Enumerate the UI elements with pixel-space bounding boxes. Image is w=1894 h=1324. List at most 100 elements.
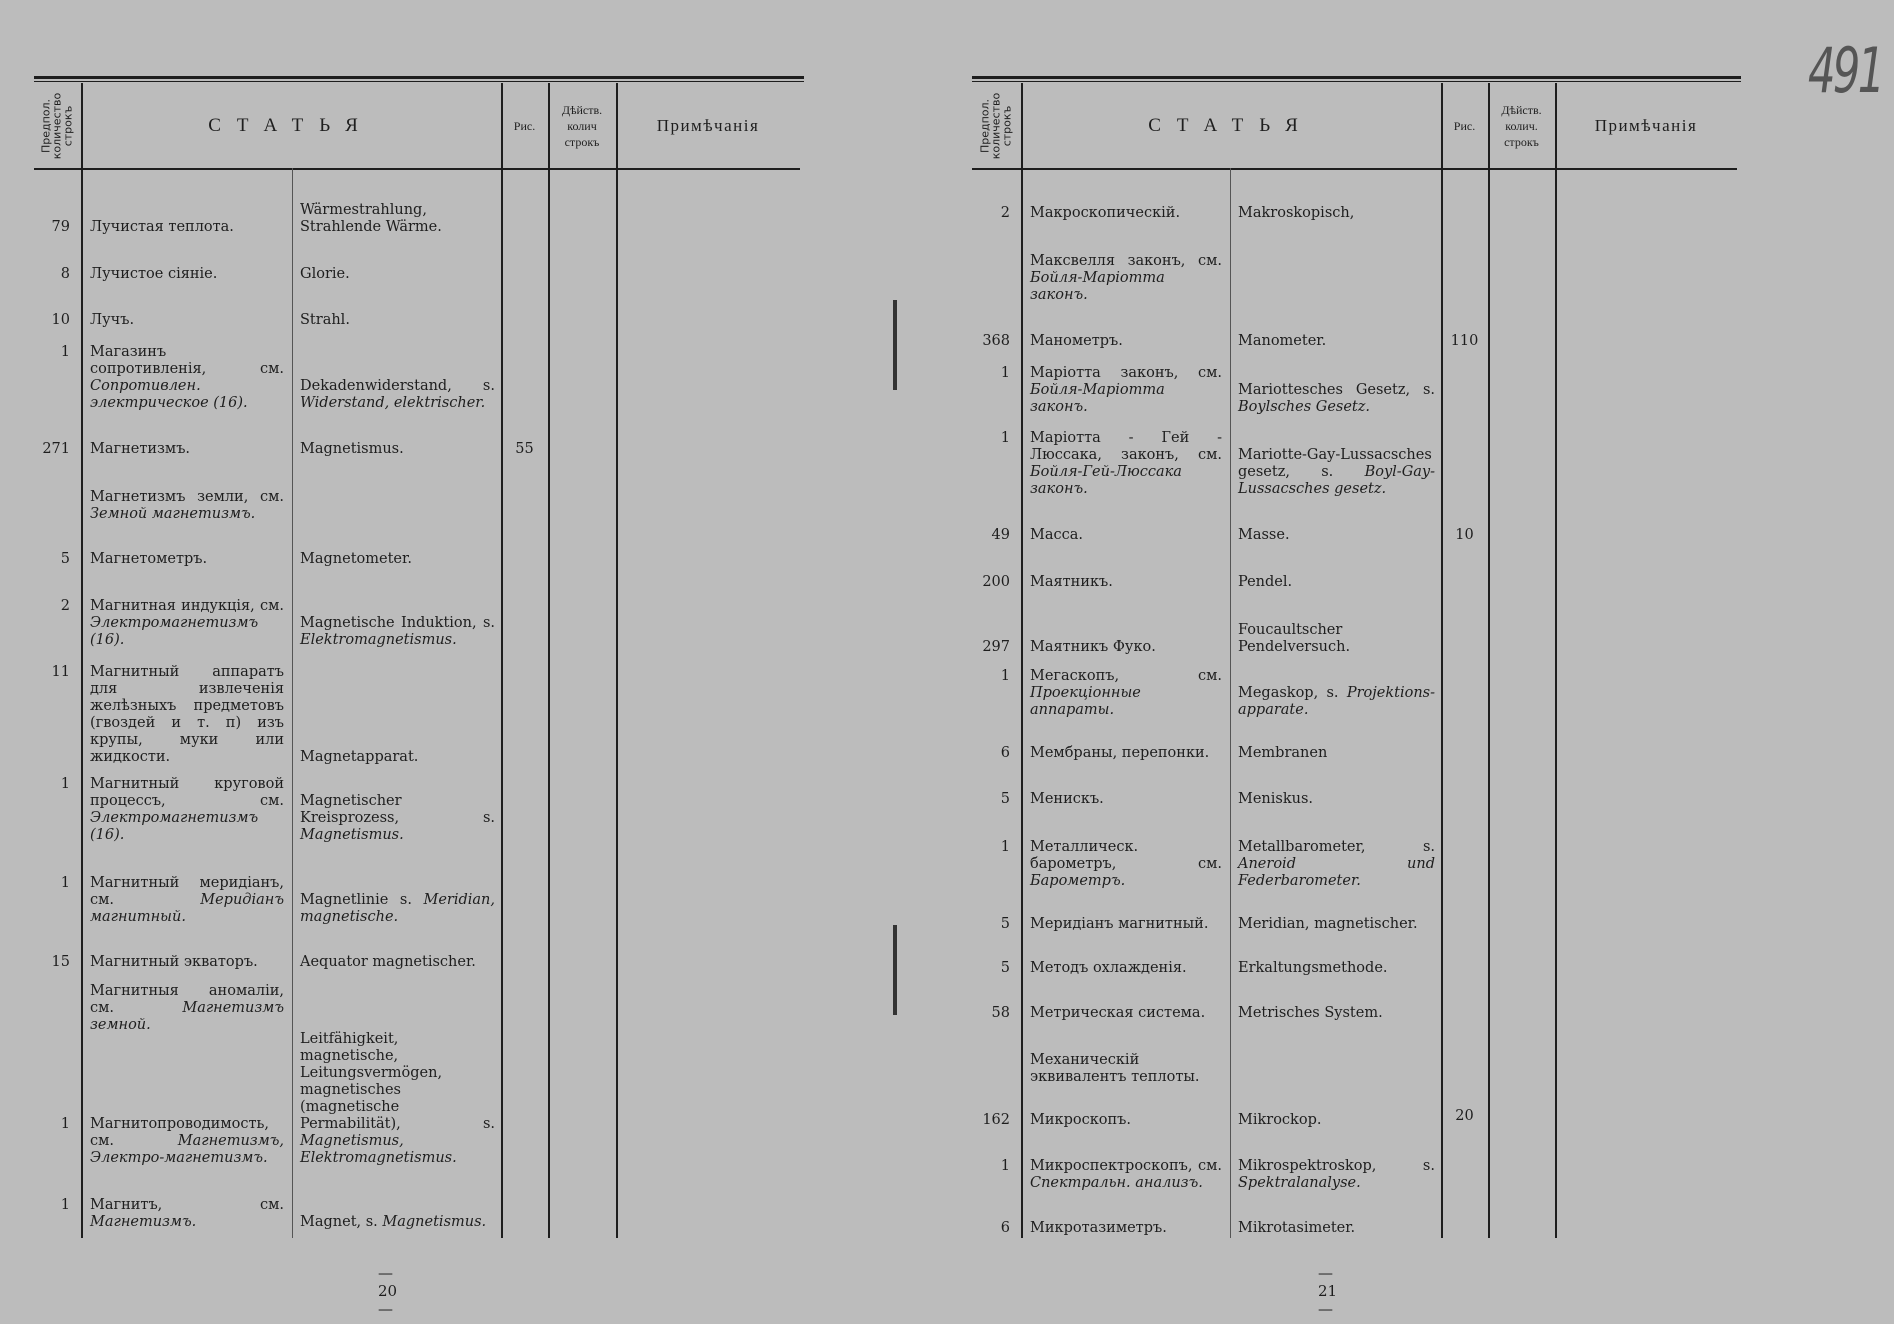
header-actual-count-column: Дѣйств. колич строкъ xyxy=(548,83,616,168)
table-row: 368 Манометръ. Manometer. 110 xyxy=(972,333,1488,350)
article-german-text: Makroskopisch, xyxy=(1238,205,1355,221)
article-german-text: Magnet, s. xyxy=(300,1214,378,1230)
header-figure-column: Рис. xyxy=(1453,118,1476,133)
article-russian-text: Магнитный аппаратъ для извлеченія желѣзн… xyxy=(90,664,284,765)
article-russian-text: Макроскопическій. xyxy=(1030,205,1181,221)
article-russian: Масса. xyxy=(1021,527,1230,544)
table-row: 79 Лучистая теплота. Wärmestrahlung, Strah… xyxy=(34,202,548,236)
entry-count-and-article: 6 Микротазиметръ. xyxy=(972,1220,1230,1237)
header-top-rule-thin xyxy=(34,81,804,82)
article-russian-text: Методъ охлажденія. xyxy=(1030,960,1187,976)
entry-count: 1 xyxy=(60,875,70,891)
article-russian: Микроскопъ. xyxy=(1021,1112,1230,1129)
article-russian: Магнитъ, см. Магнетизмъ. xyxy=(81,1197,292,1231)
article-german: Foucaultscher Pendelversuch. xyxy=(1230,622,1441,656)
article-russian-text: Масса. xyxy=(1030,527,1083,543)
entry-count-and-article: Магнитныя аномаліи, см. Магнетизмъ земно… xyxy=(34,983,292,1034)
header-article-column: СТАТЬЯ xyxy=(1148,114,1314,136)
article-german-text: Megaskop, s. xyxy=(1238,685,1339,701)
article-german-text: Magnetlinie s. xyxy=(300,892,412,908)
article-russian: Маріотта - Гей - Люссака, законъ, см. Бо… xyxy=(1021,430,1230,498)
article-german: Meridian, magnetischer. xyxy=(1230,916,1441,933)
header-count-column: Предпол. количество строкъ xyxy=(39,92,75,159)
article-russian-text: Механическій эквивалентъ теплоты. xyxy=(1030,1052,1200,1085)
article-russian-text: Магнитный меридіанъ, см. xyxy=(90,875,284,908)
table-row: Магнитныя аномаліи, см. Магнетизмъ земно… xyxy=(34,983,548,1034)
figure-count: 20 xyxy=(1455,1108,1474,1124)
entry-count: 49 xyxy=(991,527,1010,543)
table-row: 11 Магнитный аппаратъ для извлеченія желѣ… xyxy=(34,664,548,766)
article-german-reference: Meridian, magnetische. xyxy=(300,892,496,925)
article-russian: Магнитныя аномаліи, см. Магнетизмъ земно… xyxy=(81,983,292,1034)
table-row: 10 Лучъ. Strahl. xyxy=(34,312,548,329)
article-russian: Максвелля законъ, см. Бойля-Маріотта зак… xyxy=(1021,253,1230,304)
table-row: 2 Макроскопическій. Makroskopisch, xyxy=(972,205,1488,222)
article-german: Manometer. xyxy=(1230,333,1441,350)
article-german-text: Wärmestrahlung, Strahlende Wärme. xyxy=(300,202,442,235)
entry-count: 6 xyxy=(1000,745,1010,761)
article-german: Membranen xyxy=(1230,745,1441,762)
entry-count-and-article: 2 Магнитная индукція, см. Электромагнетиз… xyxy=(34,598,292,649)
table-row: 6 Мембраны, перепонки. Membranen xyxy=(972,745,1488,762)
article-russian-text: Мембраны, перепонки. xyxy=(1030,745,1210,761)
article-russian-reference: Бойля-Гей-Люссака законъ. xyxy=(1030,464,1182,497)
article-russian: Магнетизмъ. xyxy=(81,441,292,458)
entry-count: 1 xyxy=(60,344,70,360)
article-german-text: Metrisches System. xyxy=(1238,1005,1383,1021)
article-russian-text: Магазинъ сопротивленія, см. xyxy=(90,344,284,377)
article-german-reference: Projektions-apparate. xyxy=(1238,685,1435,718)
article-german: Pendel. xyxy=(1230,574,1441,591)
article-german-text: Masse. xyxy=(1238,527,1290,543)
article-german-reference: Boylsches Gesetz. xyxy=(1238,399,1371,415)
article-russian-text: Магнитный круговой процессъ, см. xyxy=(90,776,284,809)
header-article-column: СТАТЬЯ xyxy=(208,114,374,136)
article-russian: Лучистая теплота. xyxy=(81,219,292,236)
article-russian-reference: Электромагнетизмъ (16). xyxy=(90,810,259,843)
article-german-text: Magnetometer. xyxy=(300,551,412,567)
entry-count: 1 xyxy=(1000,839,1010,855)
table-row: 5 Менискъ. Meniskus. xyxy=(972,791,1488,808)
article-russian: Металлическ. барометръ, см. Барометръ. xyxy=(1021,839,1230,890)
article-russian-reference: Земной магнетизмъ. xyxy=(90,506,256,522)
article-german-text: Glorie. xyxy=(300,266,350,282)
table-row: 1 Металлическ. барометръ, см. Барометръ. M… xyxy=(972,839,1488,890)
article-russian-text: Меридіанъ магнитный. xyxy=(1030,916,1209,932)
header-actual-count-line: колич. xyxy=(1505,118,1538,133)
article-russian: Мембраны, перепонки. xyxy=(1021,745,1230,762)
article-german: Magnetischer Kreisprozess, s. Magnetismu… xyxy=(292,793,501,844)
header-actual-count-line: Дѣйств. xyxy=(1501,102,1542,117)
article-german-reference: Spektralanalyse. xyxy=(1238,1175,1361,1191)
entry-count: 8 xyxy=(60,266,70,282)
entry-count: 58 xyxy=(991,1005,1010,1021)
entry-count: 15 xyxy=(51,954,70,970)
table-row: Максвелля законъ, см. Бойля-Маріотта зак… xyxy=(972,253,1488,304)
article-russian-reference: Бойля-Маріотта законъ. xyxy=(1030,382,1165,415)
entry-count: 2 xyxy=(1000,205,1010,221)
entry-count: 6 xyxy=(1000,1220,1010,1236)
handwritten-folio-number: 491 xyxy=(1808,34,1885,107)
article-russian-text: Лучъ. xyxy=(90,312,135,328)
article-german-text: Metallbarometer, s. xyxy=(1238,839,1435,855)
column-divider xyxy=(1021,83,1023,1238)
article-russian-text: Маятникъ. xyxy=(1030,574,1113,590)
article-german: Mikrockop. xyxy=(1230,1112,1441,1129)
table-row: 297 Маятникъ Фуко. Foucaultscher Pendelver… xyxy=(972,622,1488,656)
table-row: 5 Магнетометръ. Magnetometer. xyxy=(34,551,548,568)
article-russian-reference: Сопротивлен. электрическое (16). xyxy=(90,378,248,411)
article-russian-reference: Электромагнетизмъ (16). xyxy=(90,615,259,648)
header-notes-column: Примѣчанія xyxy=(1594,115,1698,135)
article-russian-text: Микротазиметръ. xyxy=(1030,1220,1167,1236)
header-actual-count-line: строкъ xyxy=(564,134,600,149)
article-german: Metallbarometer, s. Aneroid und Federbar… xyxy=(1230,839,1441,890)
article-russian: Магазинъ сопротивленія, см. Сопротивлен.… xyxy=(81,344,292,412)
entry-count: 5 xyxy=(1000,791,1010,807)
entry-count-and-article: 200 Маятникъ. xyxy=(972,574,1230,591)
article-russian-text: Магнетометръ. xyxy=(90,551,208,567)
table-row: 200 Маятникъ. Pendel. xyxy=(972,574,1488,591)
article-russian-reference: Барометръ. xyxy=(1030,873,1126,889)
article-russian-text: Менискъ. xyxy=(1030,791,1104,807)
entry-count-and-article: 15 Магнитный экваторъ. xyxy=(34,954,292,971)
article-russian: Лучъ. xyxy=(81,312,292,329)
article-russian-text: Мегаскопъ, см. xyxy=(1030,668,1222,684)
entry-count: 2 xyxy=(60,598,70,614)
